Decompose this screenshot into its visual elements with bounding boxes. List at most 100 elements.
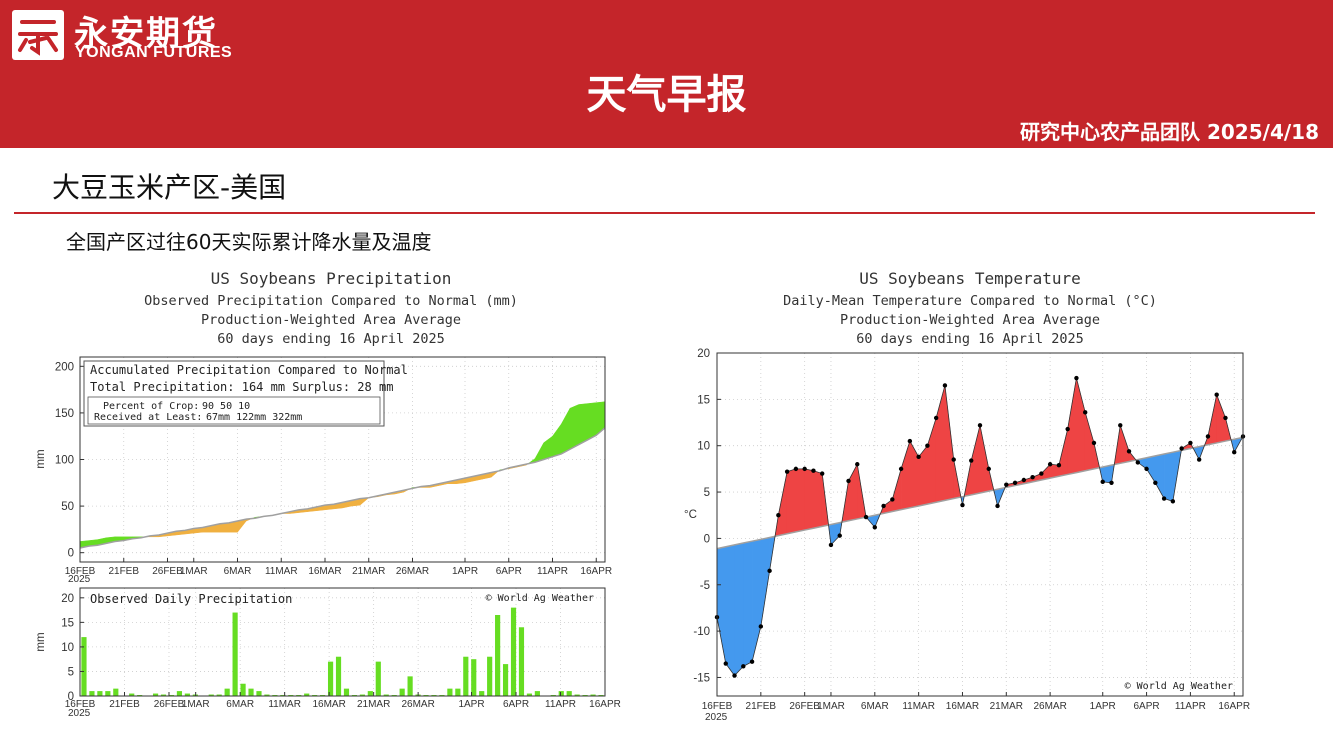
x-tick-label: 16FEB xyxy=(65,699,96,710)
x-tick-label: 16MAR xyxy=(312,699,345,710)
precip-subtitle-1: Observed Precipitation Compared to Norma… xyxy=(144,293,518,309)
daily-bar xyxy=(152,693,159,696)
temp-point xyxy=(767,568,772,574)
y-tick-label: 15 xyxy=(697,394,710,406)
temp-point xyxy=(890,497,895,502)
temp-point xyxy=(925,443,930,448)
daily-bar xyxy=(89,691,95,696)
daily-bar xyxy=(479,691,485,696)
daily-bar xyxy=(383,694,389,696)
daily-bar xyxy=(455,688,461,696)
y-tick-label: 15 xyxy=(61,617,74,629)
x-tick-label: 1APR xyxy=(1090,701,1116,712)
x-tick-label: 16FEB xyxy=(702,701,733,712)
temp-point xyxy=(1153,480,1158,485)
daily-bar xyxy=(176,691,183,696)
y-tick-label: 200 xyxy=(55,361,74,373)
temp-point xyxy=(1135,460,1141,465)
x-tick-label: 21MAR xyxy=(990,701,1023,712)
temp-point xyxy=(855,462,860,467)
surplus-area xyxy=(587,402,597,441)
x-tick-label: 16APR xyxy=(580,566,612,577)
crop-vals-1: 90 50 10 xyxy=(202,401,250,412)
x-tick-label: 6MAR xyxy=(861,701,889,712)
daily-bar xyxy=(359,694,365,696)
x-tick-label: 1MAR xyxy=(182,699,210,710)
temp-point xyxy=(1170,499,1176,504)
crop-label-1: Percent of Crop: xyxy=(103,401,199,412)
x-tick-label: 6APR xyxy=(496,566,522,577)
temp-point xyxy=(758,624,764,629)
temp-point xyxy=(732,673,737,678)
temp-ylabel: °C xyxy=(684,509,697,521)
x-tick-label: 6APR xyxy=(503,699,529,710)
temp-point xyxy=(907,438,913,444)
temp-point xyxy=(1109,480,1114,485)
daily-bar xyxy=(375,661,381,696)
logo-mark xyxy=(18,20,58,56)
above-normal-area xyxy=(795,468,805,533)
precip-acc-ylabel: mm xyxy=(35,449,47,468)
temp-point xyxy=(793,466,799,472)
x-tick-label: 21MAR xyxy=(352,566,385,577)
normal-line xyxy=(79,427,606,549)
y-tick-label: 5 xyxy=(68,666,74,678)
precip-title: US Soybeans Precipitation xyxy=(211,269,452,288)
temp-point xyxy=(802,466,807,472)
daily-bar xyxy=(335,656,342,696)
daily-bar xyxy=(526,693,533,696)
temp-yticks: -15 -10 -5 0 5 10 15 20 xyxy=(693,348,721,684)
y-tick-label: 20 xyxy=(697,348,710,360)
daily-bar xyxy=(502,664,509,696)
x-tick-label: 26FEB xyxy=(789,701,820,712)
precip-daily-frame xyxy=(79,587,606,697)
surplus-area xyxy=(569,404,579,450)
temp-point xyxy=(811,468,816,473)
y-tick-label: 5 xyxy=(704,487,710,499)
daily-bar xyxy=(487,656,493,696)
temp-point xyxy=(1039,471,1044,476)
x-tick-label: 1MAR xyxy=(180,566,208,577)
daily-bar xyxy=(232,612,238,696)
temp-point xyxy=(863,514,869,520)
temp-point xyxy=(828,542,834,548)
temp-point xyxy=(1004,482,1009,487)
y-tick-label: -15 xyxy=(693,672,710,684)
daily-bar xyxy=(105,691,111,696)
report-title: 天气早报 xyxy=(586,72,747,118)
x-tick-label: 1APR xyxy=(452,566,478,577)
daily-bar xyxy=(184,693,190,696)
daily-bar xyxy=(574,694,580,696)
precip-crop-box xyxy=(87,396,381,425)
temp-point xyxy=(784,469,790,474)
temp-year: 2025 xyxy=(705,712,728,723)
x-tick-label: 11APR xyxy=(1175,701,1206,712)
temp-point xyxy=(1030,475,1035,480)
x-tick-label: 21MAR xyxy=(357,699,390,710)
temp-point xyxy=(995,503,1000,509)
temp-credit: © World Ag Weather xyxy=(1125,681,1233,692)
precip-daily-year: 2025 xyxy=(68,708,91,719)
daily-bar xyxy=(367,691,373,696)
x-tick-label: 16MAR xyxy=(946,701,979,712)
temp-frame xyxy=(716,352,1244,697)
temp-point xyxy=(942,383,948,388)
daily-bar xyxy=(558,691,564,696)
daily-bar xyxy=(463,656,469,696)
x-tick-label: 16MAR xyxy=(308,566,341,577)
daily-bar xyxy=(447,688,453,696)
header-bar: 永安期货 YONGAN FUTURES 天气早报 研究中心农产品团队 2025/… xyxy=(0,0,1333,148)
temp-point xyxy=(1118,423,1123,428)
precip-credit: © World Ag Weather xyxy=(486,593,594,604)
temp-point xyxy=(1083,410,1088,415)
y-tick-label: 0 xyxy=(704,533,710,545)
temp-point xyxy=(749,659,755,664)
daily-bar xyxy=(471,659,477,696)
above-normal-area xyxy=(786,468,797,535)
temp-point xyxy=(741,664,746,669)
x-tick-label: 11APR xyxy=(537,566,568,577)
x-tick-label: 26MAR xyxy=(1033,701,1066,712)
below-normal-area xyxy=(1163,451,1174,502)
daily-bar xyxy=(399,688,405,696)
